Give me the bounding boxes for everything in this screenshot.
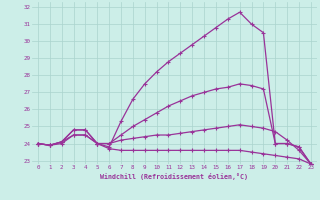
X-axis label: Windchill (Refroidissement éolien,°C): Windchill (Refroidissement éolien,°C)	[100, 173, 248, 180]
